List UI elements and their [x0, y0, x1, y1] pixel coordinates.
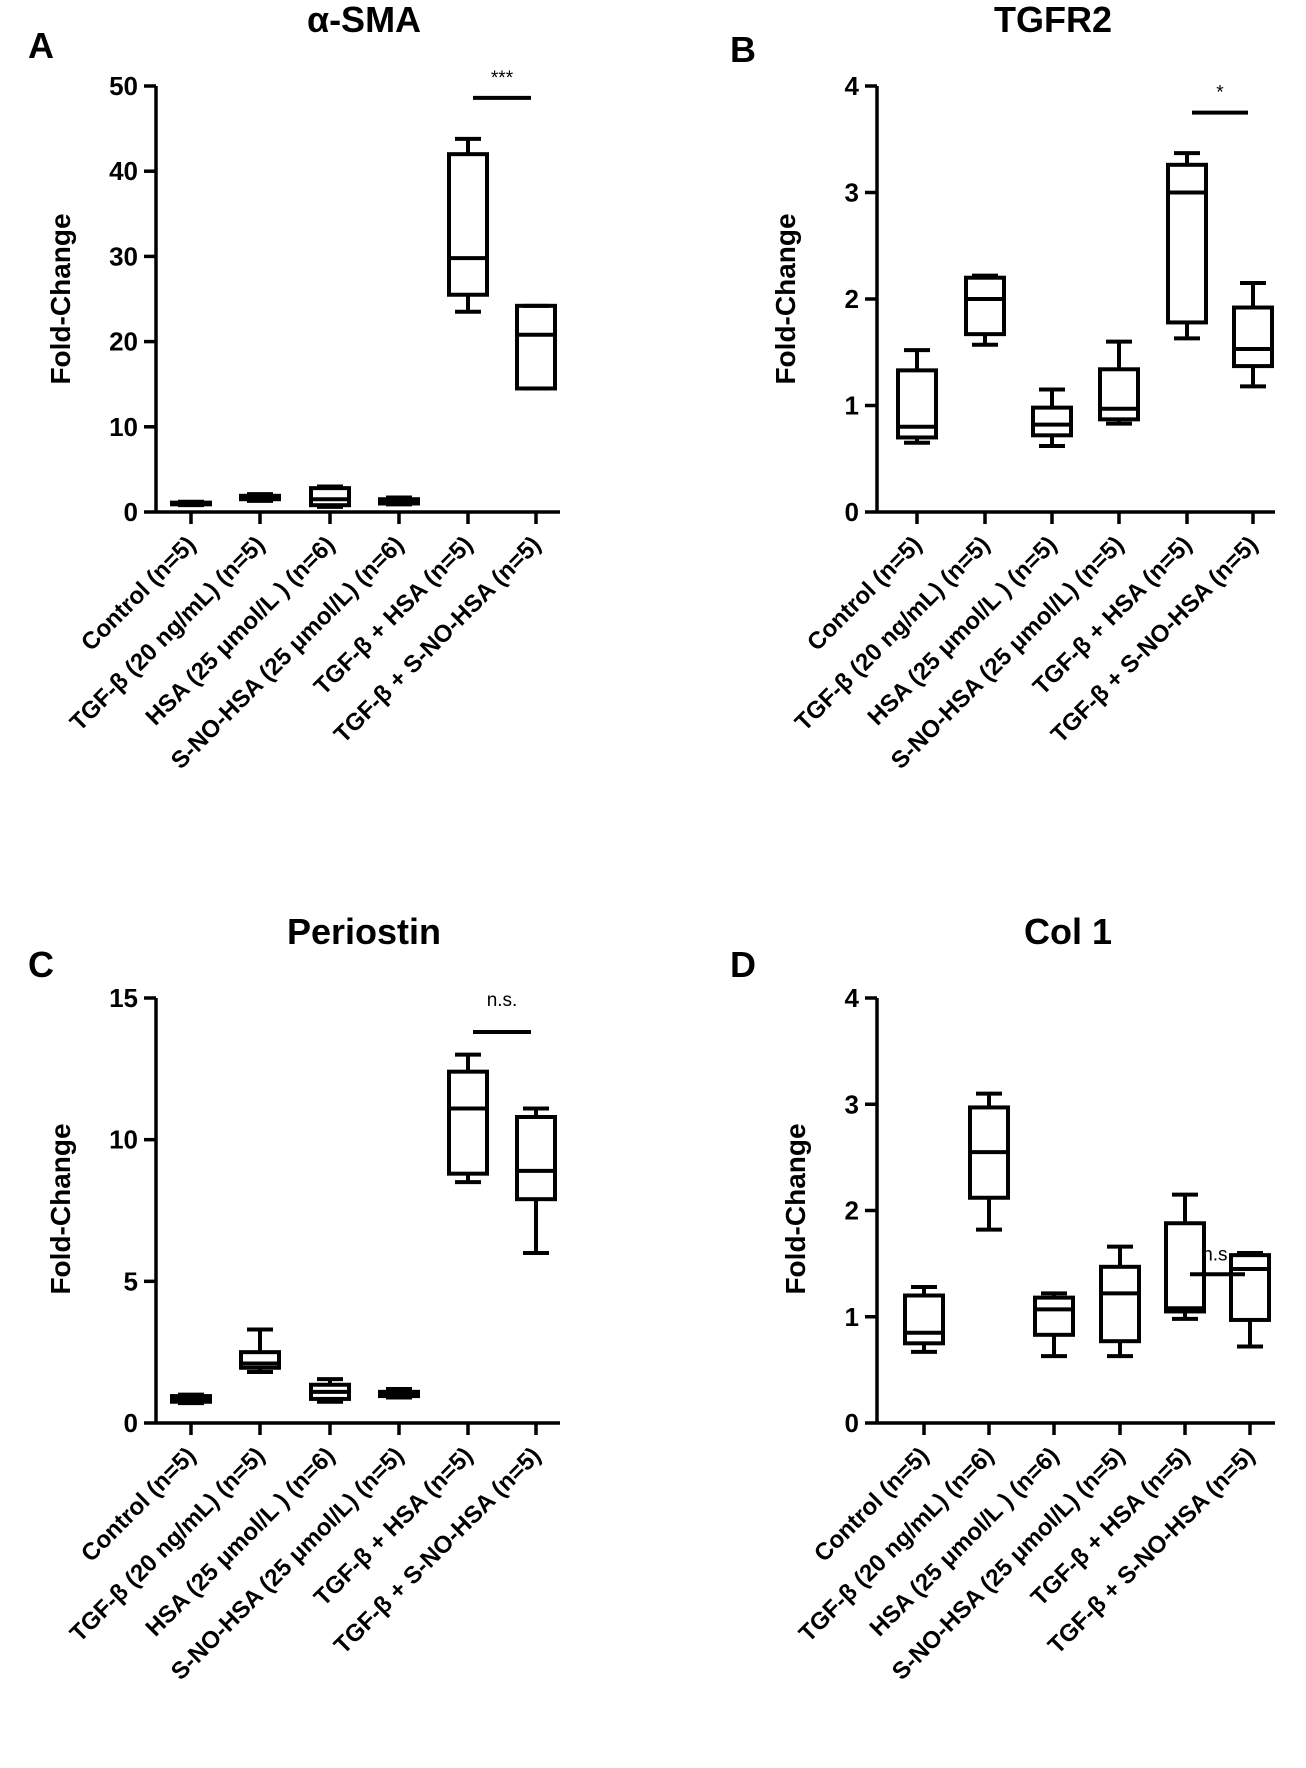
- panel-b-y-tick-label: 3: [845, 178, 859, 208]
- panel-b-box-2: [964, 273, 1006, 524]
- panel-d-y-label: Fold-Change: [780, 1123, 811, 1294]
- panel-a-title: α-SMA: [307, 0, 421, 40]
- panel-c-y-tick-label: 10: [109, 1125, 138, 1155]
- panel-a-y-tick-label: 30: [109, 241, 138, 271]
- panel-d-y-tick-label: 3: [845, 1089, 859, 1119]
- panel-c-significance-label: n.s.: [487, 990, 518, 1011]
- panel-d: D Col 1 Fold-Change 0 1 2 3 4 n.s. Control (…: [730, 911, 1275, 1686]
- panel-c-letter: C: [28, 944, 54, 985]
- panel-d-y-tick-label: 1: [845, 1302, 859, 1332]
- panel-a-iqr-box: [447, 152, 489, 297]
- panel-a-box-1: [170, 499, 212, 524]
- panel-a-letter: A: [28, 25, 54, 66]
- panel-d-box-4: [1099, 1244, 1141, 1435]
- panel-d-iqr-box: [1229, 1253, 1271, 1322]
- panel-d-box-3: [1033, 1291, 1075, 1435]
- panel-a-y-tick-label: 20: [109, 327, 138, 357]
- panel-b: B TGFR2 Fold-Change 0 1 2 3 4 * Control (n=5…: [730, 0, 1275, 775]
- panel-b-y-tick-label: 4: [845, 71, 860, 101]
- panel-a-box-4: [378, 495, 420, 524]
- panel-c-box-2: [239, 1327, 281, 1435]
- panel-d-category-label: Control (n=5): [809, 1442, 934, 1567]
- panel-b-y-label: Fold-Change: [770, 213, 801, 384]
- panel-a-y-label: Fold-Change: [45, 213, 76, 384]
- panel-b-box-5: [1166, 151, 1208, 524]
- panel-a-significance-label: ***: [491, 68, 514, 89]
- panel-b-iqr-box: [1098, 367, 1140, 422]
- panel-b-letter: B: [730, 29, 756, 70]
- panel-a-box-2: [239, 492, 281, 524]
- panel-b-iqr-box: [1232, 305, 1274, 369]
- panel-d-box-1: [903, 1285, 945, 1435]
- panel-b-box-3: [1031, 387, 1073, 524]
- panel-d-significance-label: n.s.: [1202, 1244, 1233, 1265]
- panel-d-y-tick-label: 2: [845, 1196, 859, 1226]
- panel-d-y-tick-label: 4: [845, 983, 860, 1013]
- panel-c-iqr-box: [515, 1115, 557, 1202]
- panel-a-iqr-box: [309, 486, 351, 508]
- panel-b-box-1: [896, 348, 938, 524]
- panel-c-y-tick-label: 0: [124, 1408, 138, 1438]
- panel-c-y-tick-label: 5: [124, 1266, 138, 1296]
- panel-a-box-3: [309, 484, 351, 524]
- panel-b-category-label: Control (n=5): [802, 531, 927, 656]
- panel-c-title: Periostin: [287, 911, 441, 952]
- panel-b-iqr-box: [896, 368, 938, 440]
- panel-d-letter: D: [730, 944, 756, 985]
- panel-b-significance-label: *: [1216, 83, 1224, 104]
- panel-d-y-tick-label: 0: [845, 1408, 859, 1438]
- panel-a-y-tick-label: 40: [109, 156, 138, 186]
- panel-a-box-6: [515, 303, 557, 524]
- panel-b-title: TGFR2: [994, 0, 1112, 40]
- panel-d-box-2: [968, 1091, 1010, 1435]
- panel-c-box-4: [378, 1387, 420, 1435]
- panel-a-y-tick-label: 0: [124, 497, 138, 527]
- panel-d-iqr-box: [903, 1293, 945, 1346]
- panel-c-box-5: [447, 1052, 489, 1435]
- panel-a-box-5: [447, 136, 489, 524]
- panel-c-box-3: [309, 1377, 351, 1435]
- panel-d-box-6: [1229, 1251, 1271, 1435]
- panel-d-iqr-box: [1164, 1221, 1206, 1314]
- panel-c-y-tick-label: 15: [109, 983, 138, 1013]
- panel-d-iqr-box: [1033, 1295, 1075, 1337]
- panel-b-y-tick-label: 2: [845, 284, 859, 314]
- panel-c-box-1: [170, 1392, 212, 1435]
- panel-c-box-6: [515, 1106, 557, 1435]
- panel-b-y-tick-label: 1: [845, 391, 859, 421]
- panel-b-box-6: [1232, 281, 1274, 524]
- panel-a-iqr-box: [515, 303, 557, 391]
- panel-b-iqr-box: [964, 275, 1006, 337]
- panel-b-iqr-box: [1031, 405, 1073, 438]
- panel-c-iqr-box: [447, 1069, 489, 1176]
- panel-b-iqr-box: [1166, 162, 1208, 325]
- panel-c-y-label: Fold-Change: [45, 1123, 76, 1294]
- panel-a-y-tick-label: 50: [109, 71, 138, 101]
- panel-d-title: Col 1: [1024, 911, 1112, 952]
- panel-b-y-tick-label: 0: [845, 497, 859, 527]
- panel-d-box-5: [1164, 1192, 1206, 1435]
- panel-c-iqr-box: [239, 1350, 281, 1370]
- panel-d-iqr-box: [1099, 1264, 1141, 1344]
- panel-a-y-tick-label: 10: [109, 412, 138, 442]
- panel-b-box-4: [1098, 339, 1140, 524]
